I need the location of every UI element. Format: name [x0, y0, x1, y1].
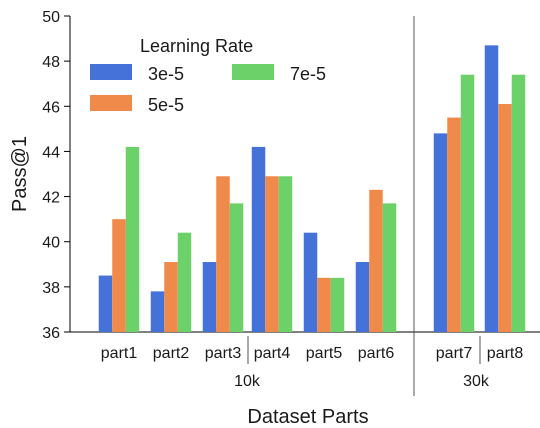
group-label-10k: 10k	[234, 373, 261, 390]
bar-part3-7e-5	[229, 203, 244, 332]
bar-part5-3e-5	[303, 232, 318, 332]
x-tick-label-part4: part4	[254, 345, 291, 362]
x-tick-label-part1: part1	[101, 345, 138, 362]
legend-label-3e-5: 3e-5	[148, 64, 184, 84]
bar-part3-5e-5	[216, 176, 230, 332]
bar-part6-3e-5	[355, 262, 370, 332]
x-tick-label-part6: part6	[358, 345, 395, 362]
bar-part6-7e-5	[382, 203, 397, 332]
bar-part2-7e-5	[177, 232, 192, 332]
y-tick-label: 48	[42, 54, 60, 71]
bar-part7-3e-5	[433, 133, 448, 332]
bar-part5-5e-5	[317, 277, 331, 332]
x-tick-label-part2: part2	[153, 345, 190, 362]
legend-swatch-7e-5	[232, 64, 274, 80]
x-tick-label-part7: part7	[436, 345, 473, 362]
x-axis-label: Dataset Parts	[247, 406, 368, 428]
bar-part8-7e-5	[511, 74, 526, 332]
bar-part1-5e-5	[112, 219, 126, 332]
bar-part2-5e-5	[164, 262, 178, 332]
bar-part8-3e-5	[484, 45, 499, 332]
legend: Learning Rate 3e-5 7e-5 5e-5	[90, 36, 326, 115]
legend-swatch-3e-5	[90, 64, 132, 80]
bar-part4-5e-5	[265, 176, 279, 332]
y-tick-label: 44	[42, 144, 60, 161]
bars	[98, 45, 526, 333]
y-tick-label: 36	[42, 325, 60, 342]
legend-title: Learning Rate	[140, 36, 253, 56]
legend-swatch-5e-5	[90, 95, 132, 111]
bar-part2-3e-5	[150, 291, 165, 332]
x-tick-label-part8: part8	[487, 345, 524, 362]
y-tick-label: 38	[42, 280, 60, 297]
x-tick-label-part3: part3	[205, 345, 242, 362]
bar-part6-5e-5	[369, 189, 383, 332]
legend-label-5e-5: 5e-5	[148, 95, 184, 115]
bar-part3-3e-5	[202, 262, 217, 332]
group-label-30k: 30k	[463, 373, 490, 390]
bar-part7-5e-5	[447, 117, 461, 332]
bar-part4-7e-5	[278, 176, 293, 332]
x-tick-labels: part1 part2 part3 part4 part5 part6 part7 part8	[101, 336, 524, 364]
bar-part5-7e-5	[330, 277, 345, 332]
y-tick-label: 42	[42, 190, 60, 207]
bar-part1-3e-5	[98, 275, 113, 332]
y-ticks: 36 38 40 42 44 46 48 50	[42, 9, 70, 342]
bar-part7-7e-5	[460, 74, 475, 332]
bar-part1-7e-5	[125, 146, 140, 332]
bar-part4-3e-5	[251, 146, 266, 332]
x-tick-label-part5: part5	[306, 345, 343, 362]
bar-part8-5e-5	[498, 104, 512, 333]
y-axis-label: Pass@1	[9, 136, 31, 212]
group-labels: 10k 30k	[234, 373, 490, 390]
legend-label-7e-5: 7e-5	[290, 64, 326, 84]
y-tick-label: 46	[42, 99, 60, 116]
y-tick-label: 40	[42, 235, 60, 252]
y-tick-label: 50	[42, 9, 60, 26]
